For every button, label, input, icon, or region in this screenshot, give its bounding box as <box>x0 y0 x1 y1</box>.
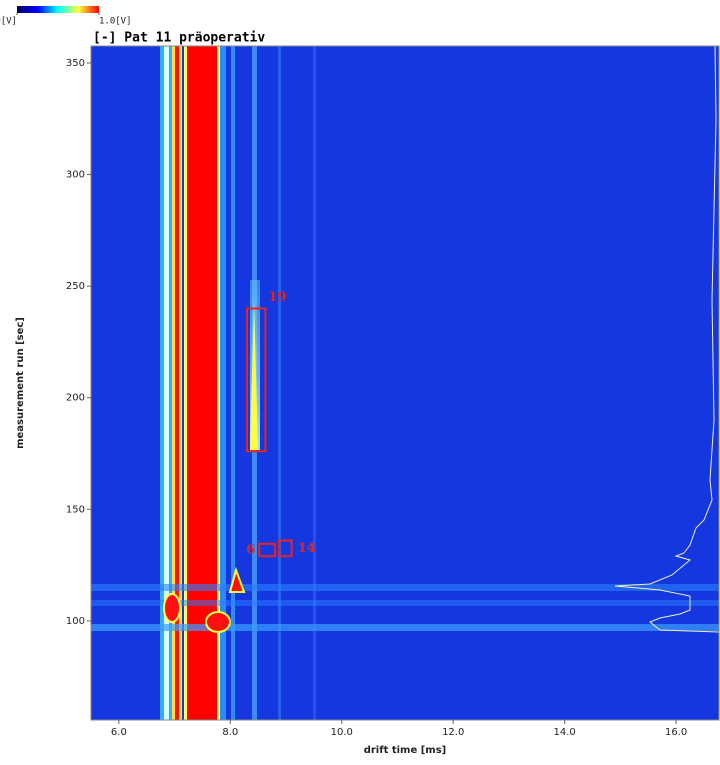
y-tick-label: 200 <box>66 393 85 404</box>
x-tick-label: 8.0 <box>222 727 238 738</box>
x-tick-label: 10.0 <box>331 727 353 738</box>
y-tick-label: 350 <box>66 58 85 69</box>
y-tick-label: 150 <box>66 504 85 515</box>
heatmap-texture <box>91 46 719 720</box>
region-label: 14 <box>298 541 316 556</box>
y-tick-label: 100 <box>66 616 85 627</box>
plot-frame <box>90 45 720 721</box>
colorbar-label: 0.0[V] <box>0 17 17 27</box>
colorbar-label: 1.0[V] <box>99 17 132 27</box>
x-tick-label: 12.0 <box>442 727 464 738</box>
y-tick-label: 300 <box>66 170 85 181</box>
y-axis-label: measurement run [sec] <box>15 317 26 449</box>
region-label: 19 <box>268 290 286 305</box>
x-tick-label: 16.0 <box>665 727 687 738</box>
region-box <box>258 542 276 558</box>
x-axis-label: drift time [ms] <box>364 745 447 756</box>
x-tick-label: 6.0 <box>111 727 127 738</box>
chart-title: [-] Pat 11 präoperativ <box>93 31 265 46</box>
y-tick-label: 250 <box>66 281 85 292</box>
x-tick-label: 14.0 <box>554 727 576 738</box>
region-label: 6 <box>246 543 255 558</box>
region-box <box>277 539 293 558</box>
region-box <box>246 307 267 453</box>
colorbar <box>17 6 99 13</box>
